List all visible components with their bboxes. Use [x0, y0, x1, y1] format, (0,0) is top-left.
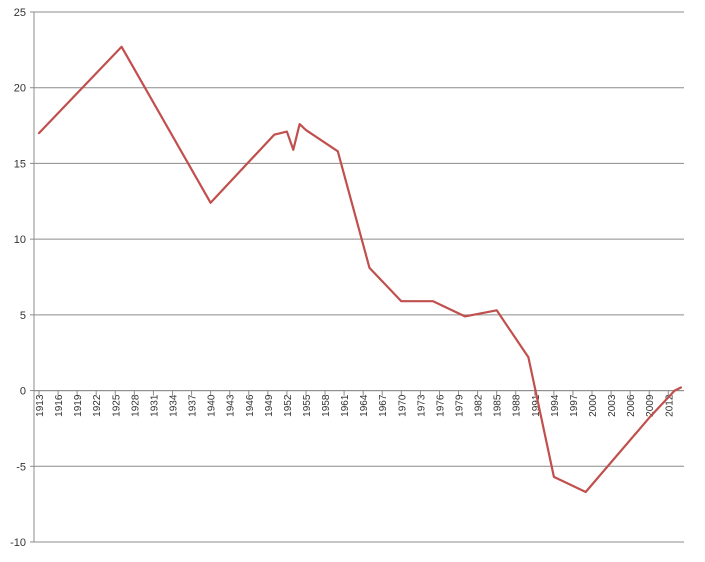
x-tick-label: 1943: [226, 394, 237, 417]
y-tick-label: 0: [20, 386, 26, 398]
y-tick-label: 20: [14, 83, 26, 95]
x-tick-label: 1964: [359, 394, 370, 417]
x-tick-label: 1946: [245, 394, 256, 417]
x-tick-label: 1985: [493, 394, 504, 417]
x-tick-label: 1913: [35, 394, 46, 417]
x-tick-label: 1979: [455, 394, 466, 417]
y-tick-label: -10: [10, 537, 26, 549]
y-tick-label: -5: [16, 461, 26, 473]
x-tick-label: 1970: [397, 394, 408, 417]
x-tick-label: 1937: [188, 394, 199, 417]
x-tick-label: 1931: [149, 394, 160, 417]
x-tick-label: 1961: [340, 394, 351, 417]
x-tick-label: 2006: [626, 394, 637, 417]
y-tick-label: 15: [14, 158, 26, 170]
x-tick-label: 1955: [302, 394, 313, 417]
x-tick-label: 1982: [474, 394, 485, 417]
x-tick-label: 1973: [416, 394, 427, 417]
x-tick-label: 1919: [73, 394, 84, 417]
x-tick-label: 1994: [550, 394, 561, 417]
x-tick-label: 1949: [264, 394, 275, 417]
x-tick-label: 1976: [435, 394, 446, 417]
x-tick-label: 1940: [207, 394, 218, 417]
x-tick-label: 1958: [321, 394, 332, 417]
series-line-0: [39, 47, 681, 492]
y-tick-label: 10: [14, 234, 26, 246]
y-tick-label: 5: [20, 310, 26, 322]
x-tick-label: 2000: [588, 394, 599, 417]
x-tick-label: 1997: [569, 394, 580, 417]
x-tick-label: 2012: [664, 394, 675, 417]
x-tick-label: 1988: [512, 394, 523, 417]
y-tick-label: 25: [14, 7, 26, 19]
x-tick-label: 2003: [607, 394, 618, 417]
x-tick-label: 1928: [130, 394, 141, 417]
x-tick-label: 1967: [378, 394, 389, 417]
x-tick-label: 1934: [168, 394, 179, 417]
x-tick-label: 1922: [92, 394, 103, 417]
x-tick-label: 1925: [111, 394, 122, 417]
x-tick-label: 1952: [283, 394, 294, 417]
x-tick-label: 1916: [54, 394, 65, 417]
